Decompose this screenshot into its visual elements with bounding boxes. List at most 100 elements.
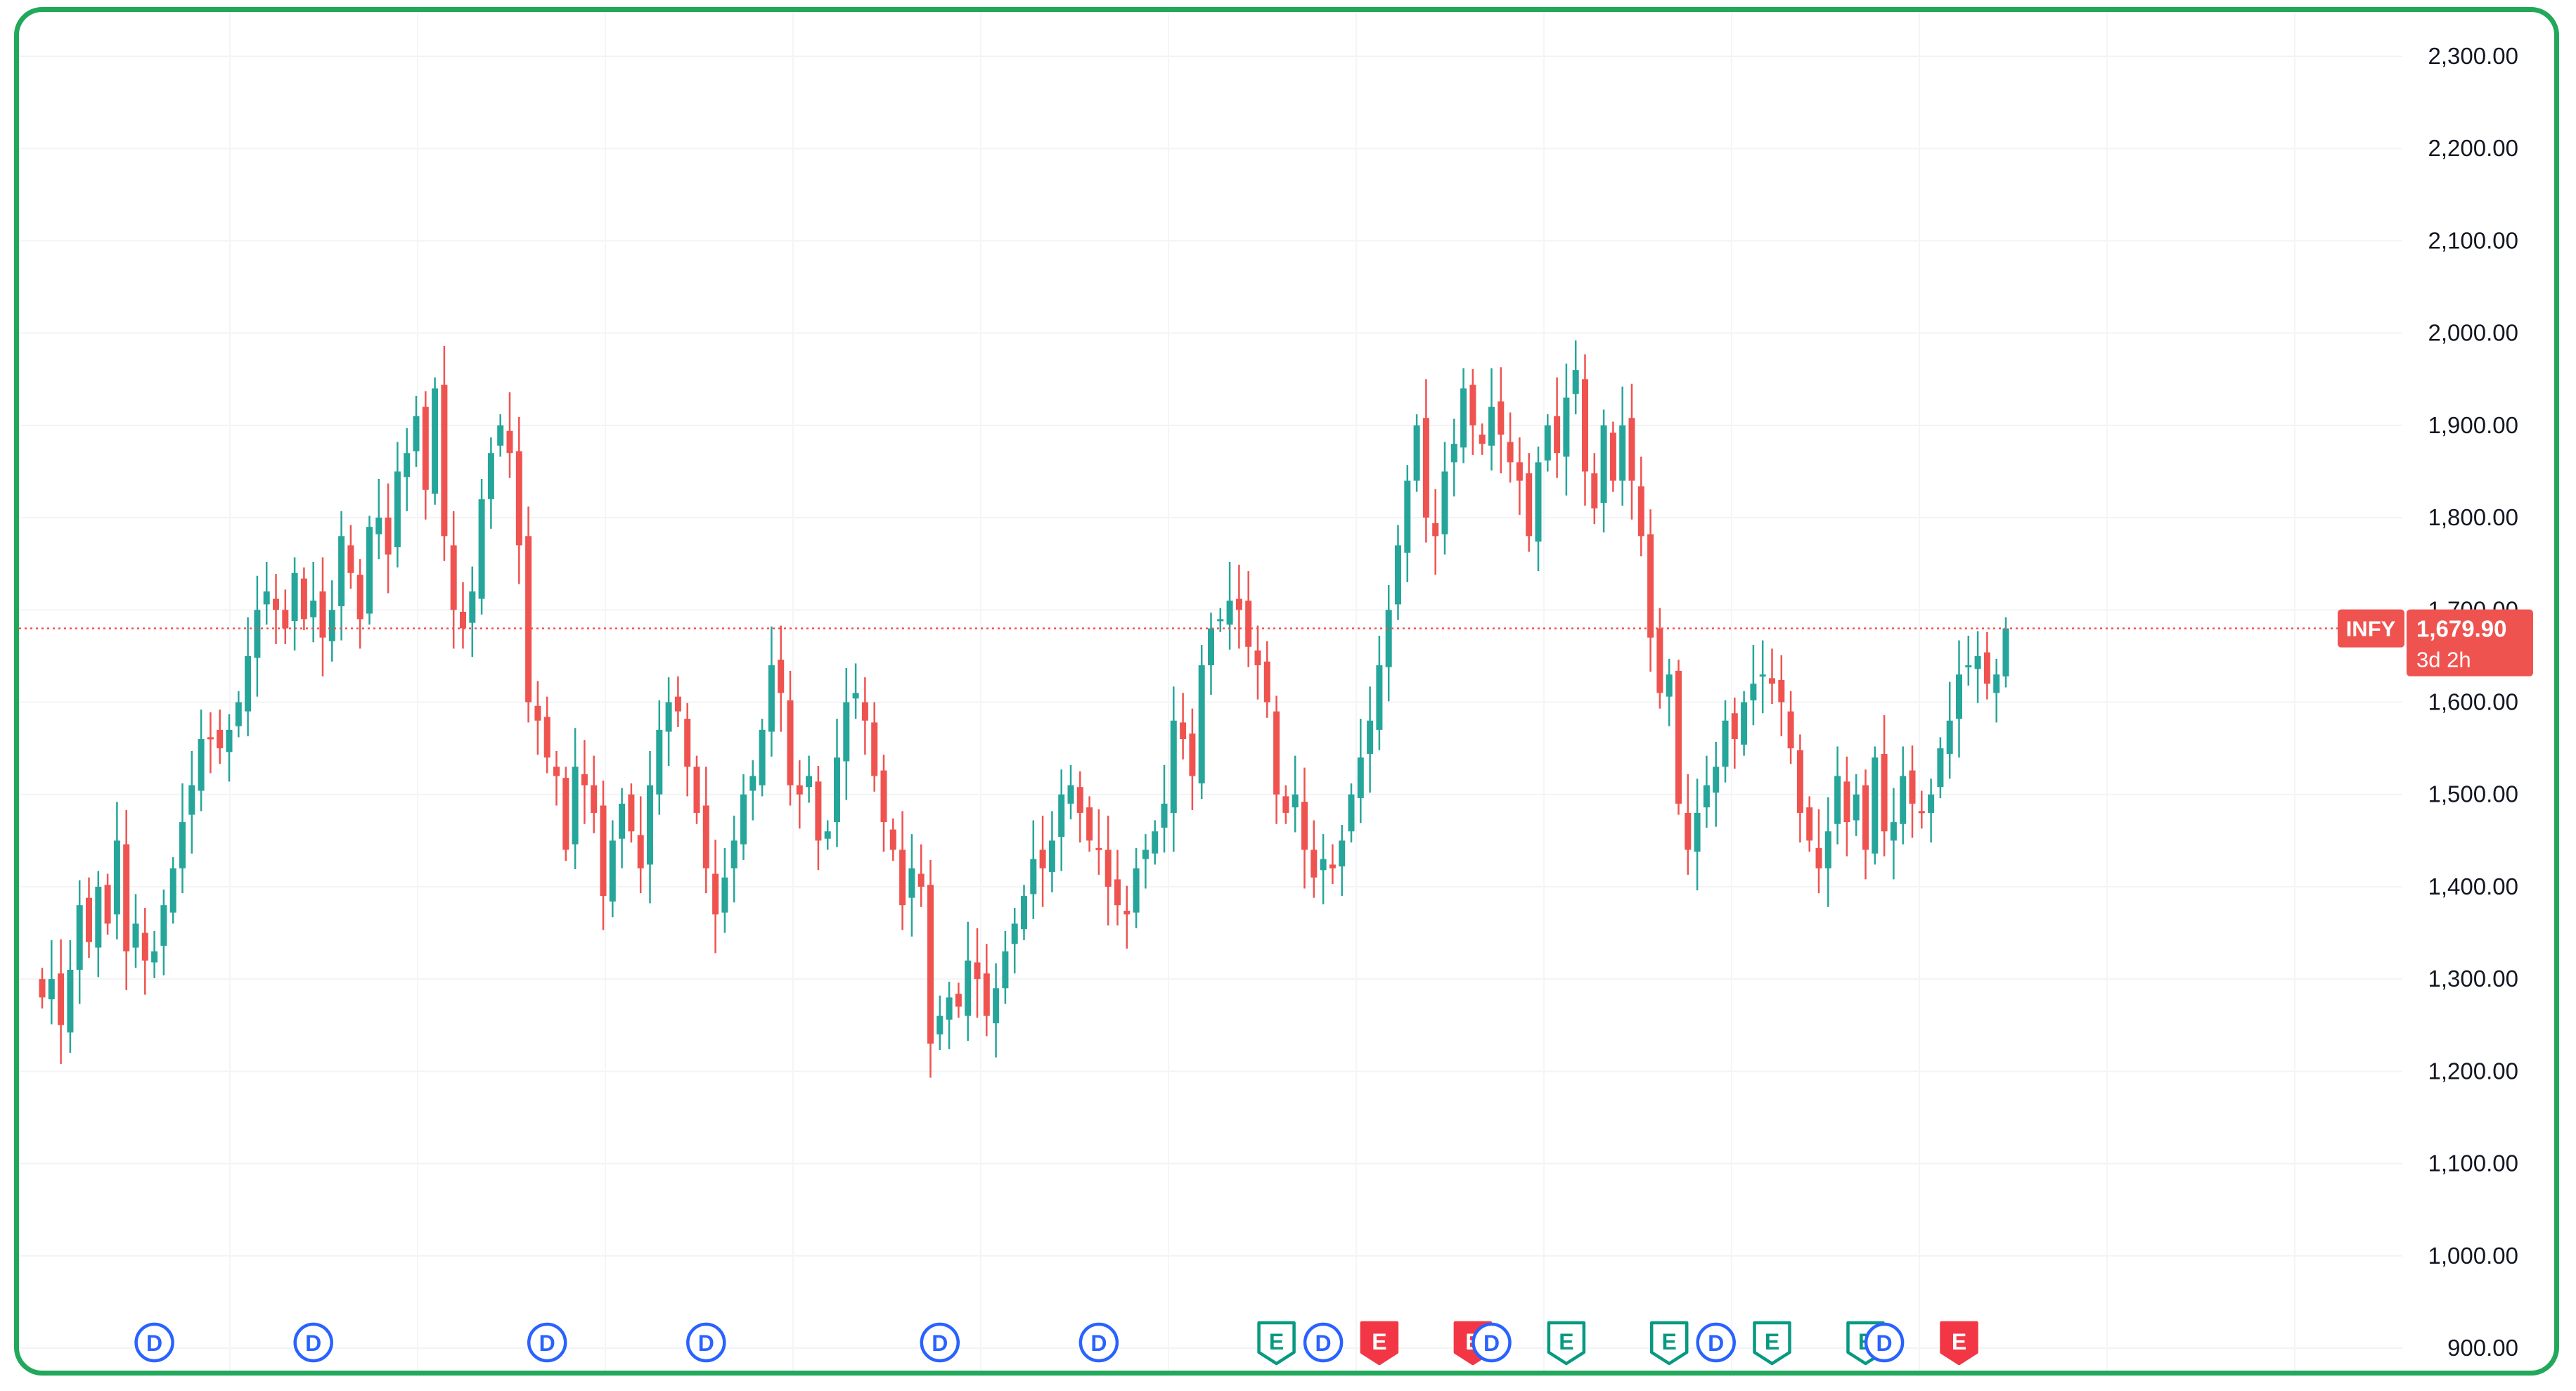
candle-body <box>1853 794 1860 821</box>
dividend-marker[interactable]: D <box>1864 1322 1905 1363</box>
candle-body <box>1872 757 1879 854</box>
candle <box>581 740 588 824</box>
candle-body <box>1722 720 1729 767</box>
candle <box>1900 746 1907 845</box>
earnings-marker[interactable]: E <box>1649 1321 1689 1366</box>
candle-body <box>628 794 635 832</box>
candle <box>179 783 186 894</box>
earnings-marker[interactable]: E <box>1257 1321 1296 1366</box>
candle <box>955 982 962 1018</box>
earnings-marker[interactable]: E <box>1940 1321 1978 1366</box>
candle-body <box>656 729 663 795</box>
candle-body <box>1900 776 1907 824</box>
earnings-marker[interactable]: E <box>1360 1321 1399 1366</box>
candle-body <box>469 591 476 623</box>
dividend-marker[interactable]: D <box>920 1322 960 1363</box>
candle-body <box>684 719 691 767</box>
candle <box>1918 790 1925 829</box>
candle-body <box>1974 655 1981 669</box>
candle <box>1694 778 1701 891</box>
candle <box>936 995 944 1051</box>
dividend-marker[interactable]: D <box>527 1322 567 1363</box>
candle-body <box>217 729 224 749</box>
symbol-price-label[interactable]: INFY 1,679.90 3d 2h <box>2338 609 2533 677</box>
candle <box>993 963 1000 1058</box>
candle-body <box>1422 418 1429 518</box>
candle-body <box>1282 796 1289 813</box>
candle <box>852 663 859 719</box>
candle-body <box>637 835 644 868</box>
candle-body <box>375 518 382 534</box>
candle-body <box>1544 425 1551 461</box>
candle <box>525 506 532 723</box>
dividend-marker[interactable]: D <box>1471 1322 1512 1363</box>
earnings-marker[interactable]: E <box>1753 1321 1791 1366</box>
candle <box>432 377 439 505</box>
candle <box>974 928 981 1018</box>
earnings-icon <box>1547 1321 1586 1366</box>
candle <box>543 696 550 774</box>
candle-body <box>366 527 373 614</box>
symbol-label-box <box>2338 609 2404 648</box>
dividend-marker[interactable]: D <box>686 1322 726 1363</box>
dividend-marker[interactable]: D <box>134 1322 174 1363</box>
y-tick-label: 1,300.00 <box>2428 966 2518 992</box>
dividend-icon <box>293 1322 333 1363</box>
candle-body <box>871 722 878 776</box>
dividend-icon <box>1696 1322 1736 1363</box>
candle-body <box>740 794 747 845</box>
dividend-marker[interactable]: D <box>293 1322 333 1363</box>
candle <box>871 702 878 792</box>
candle-body <box>1918 811 1925 814</box>
candle-body <box>1180 722 1187 739</box>
candle <box>226 714 233 782</box>
candle <box>619 788 626 868</box>
candlestick-chart[interactable]: 2,300.00 2,200.00 2,100.00 2,000.00 1,900.00… <box>19 12 2559 1376</box>
candle <box>338 511 345 641</box>
candle-body <box>1628 418 1635 481</box>
candle-body <box>113 840 120 915</box>
candle-body <box>347 545 354 573</box>
candle-body <box>1067 785 1074 804</box>
candle-body <box>338 536 345 607</box>
candle-body <box>1993 674 2000 693</box>
earnings-marker[interactable]: E <box>1547 1321 1586 1366</box>
candle <box>1722 700 1729 783</box>
candle <box>591 755 598 833</box>
candle-body <box>946 997 953 1020</box>
candle <box>1759 640 1766 714</box>
candle <box>441 346 448 561</box>
candle <box>1637 456 1644 557</box>
dividend-marker[interactable]: D <box>1303 1322 1344 1363</box>
candle <box>562 767 569 861</box>
candle <box>282 589 289 644</box>
candle-body <box>254 610 261 658</box>
dividend-marker[interactable]: D <box>1078 1322 1119 1363</box>
candle <box>1563 363 1570 496</box>
candle <box>1422 379 1429 543</box>
dividend-marker[interactable]: D <box>1696 1322 1736 1363</box>
candle <box>1675 660 1682 815</box>
candle-body <box>1076 787 1083 813</box>
candle <box>908 834 915 937</box>
candle-body <box>1619 425 1626 481</box>
price-axis[interactable]: 2,300.00 2,200.00 2,100.00 2,000.00 1,900.00… <box>2428 43 2518 1361</box>
y-tick-label: 1,200.00 <box>2428 1058 2518 1084</box>
candle-body <box>861 702 868 721</box>
candle-body <box>432 388 439 494</box>
candle-body <box>1413 425 1420 481</box>
marker-label: E <box>1269 1329 1284 1354</box>
candle <box>889 818 896 861</box>
candle <box>67 940 74 1053</box>
y-tick-label: 1,100.00 <box>2428 1150 2518 1177</box>
candle-body <box>1301 802 1308 850</box>
candle-body <box>843 702 850 762</box>
candle <box>1357 719 1364 823</box>
candle-body <box>1507 442 1514 463</box>
candle <box>778 625 785 732</box>
candle <box>273 574 279 644</box>
candle-body <box>1554 416 1561 454</box>
marker-label: E <box>1559 1329 1573 1354</box>
candle <box>759 719 766 797</box>
y-tick-label: 1,400.00 <box>2428 873 2518 899</box>
